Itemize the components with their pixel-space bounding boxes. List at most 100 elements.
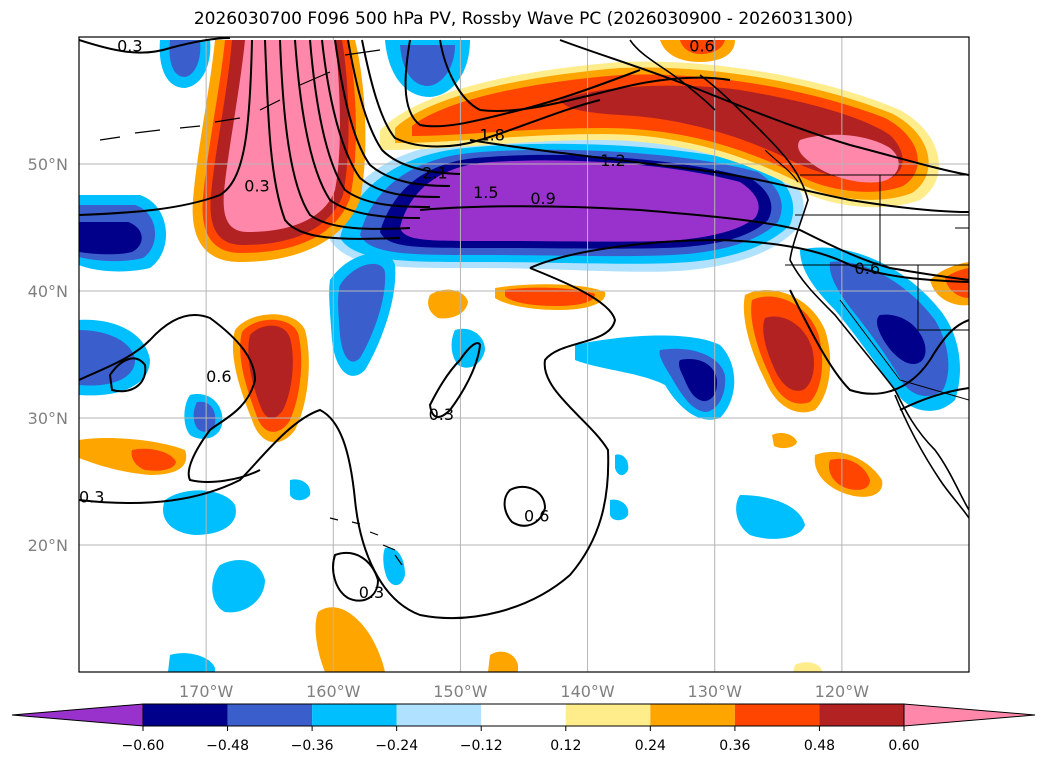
lon-tick-label: 150°W <box>433 682 488 701</box>
neg-south-4 <box>290 479 311 501</box>
contour-0.9 <box>419 205 969 281</box>
neg-sw-2-core <box>193 401 216 432</box>
colorbar-tick-label: 0.12 <box>550 738 581 754</box>
colorbar-box-2 <box>312 704 397 726</box>
baja-coast <box>894 394 969 519</box>
colorbar-frame <box>142 703 905 727</box>
lon-tick-label: 130°W <box>688 682 743 701</box>
colorbar-tick-label: 0.24 <box>635 738 666 754</box>
contour-label-1: 0.3 <box>244 176 269 195</box>
pos-patch-4 <box>428 289 468 319</box>
pos-patch-5-core <box>131 448 176 471</box>
contour-ridge-6 <box>334 39 451 187</box>
pv-anomaly-fills <box>79 40 969 672</box>
colorbar-box-4 <box>481 704 566 726</box>
pos-patch-3-core <box>505 287 595 306</box>
lat-tick-label: 30°N <box>28 409 68 428</box>
pos-patch-6-core <box>828 458 870 490</box>
lat-tick-label: 40°N <box>28 282 68 301</box>
contour-ridge-2 <box>279 39 411 230</box>
neg-south-2 <box>212 560 265 613</box>
pv-contours <box>79 37 969 619</box>
neg-patch-nw-core <box>169 40 201 77</box>
colorbar-box-5 <box>565 704 651 726</box>
longitude-axis: 170°W 160°W 150°W 140°W 130°W 120°W <box>179 682 869 701</box>
pos-patch-1-core <box>248 325 293 419</box>
colorbar-tick-label: −0.36 <box>291 738 334 754</box>
contour-label-11: 0.3 <box>79 488 104 507</box>
neg-south-1 <box>163 490 236 535</box>
plot-frame <box>78 36 970 673</box>
contour-ridge-1 <box>264 39 401 240</box>
pos-patch-8 <box>488 651 518 672</box>
vancouver-island <box>764 149 799 183</box>
colorbar-extend-max <box>903 703 1036 727</box>
contour-label-3: 2.1 <box>422 164 447 183</box>
ridge-core <box>223 40 340 232</box>
neg-south-8 <box>168 653 215 672</box>
colorbar-tick-label: −0.24 <box>375 738 418 754</box>
contour-0.6-south <box>503 485 547 527</box>
pos-patch-12 <box>793 662 822 672</box>
lon-tick-label: 140°W <box>560 682 615 701</box>
neg-south-3 <box>736 495 805 539</box>
contour-0.3-ridge <box>79 39 253 216</box>
contour-label-2: 1.8 <box>479 126 504 145</box>
colorbar-tick-label: −0.60 <box>122 738 165 754</box>
contour-label-10: 0.3 <box>429 405 454 424</box>
contour-east-south <box>899 387 969 411</box>
contour-1.2 <box>469 139 969 213</box>
pos-patch-9 <box>772 432 797 449</box>
contour-ridge-5 <box>321 39 441 198</box>
lat-tick-label: 50°N <box>28 155 68 174</box>
contour-0.6-east <box>529 238 969 283</box>
contour-ridge-3 <box>294 39 421 219</box>
colorbar-tick-label: 0.60 <box>888 738 919 754</box>
contour-label-9: 0.6 <box>206 367 231 386</box>
alaska-coast <box>629 39 716 111</box>
colorbar-extend-min <box>11 703 144 727</box>
neg-patch-n-core <box>400 45 455 86</box>
colorbar-tick-label: −0.48 <box>206 738 249 754</box>
coastlines <box>99 39 969 566</box>
contour-label-4: 1.5 <box>473 183 498 202</box>
colorbar-tick-label: 0.48 <box>804 738 835 754</box>
lon-tick-label: 120°W <box>815 682 870 701</box>
neg-south-7 <box>383 547 405 586</box>
north-america-coast <box>699 74 969 511</box>
pos-patch-11-core <box>680 40 725 54</box>
colorbar: −0.60 −0.48 −0.36 −0.24 −0.12 0.12 0.24 0.36 0.4… <box>11 703 1036 754</box>
contour-0.3-small-central <box>428 342 482 418</box>
colorbar-tick-label: 0.36 <box>719 738 750 754</box>
contour-small-loop-west <box>108 357 147 393</box>
contour-label-12: 0.6 <box>524 507 549 526</box>
hawaii-islands <box>329 517 403 566</box>
colorbar-box-3 <box>396 704 482 726</box>
contour-1.8 <box>361 39 601 148</box>
contour-0.6-north <box>559 39 969 176</box>
map-plot-area: 0.3 0.3 1.8 2.1 1.5 0.9 1.2 0.6 0.6 0.6 0.3 0.3 0.6 0… <box>79 37 969 672</box>
colorbar-tick-label: −0.12 <box>460 738 503 754</box>
contour-labels: 0.3 0.3 1.8 2.1 1.5 0.9 1.2 0.6 0.6 0.6 0.3 0.3 0.6 0… <box>79 37 880 602</box>
latitude-axis: 20°N 30°N 40°N 50°N <box>28 155 68 555</box>
colorbar-box-0 <box>143 704 228 726</box>
contour-upper-1 <box>404 39 641 128</box>
contour-ridge-4 <box>309 39 431 208</box>
colorbar-box-8 <box>819 704 904 726</box>
lon-tick-label: 170°W <box>179 682 234 701</box>
pos-patch-2-core <box>763 316 814 391</box>
contour-label-7: 0.6 <box>689 37 714 56</box>
colorbar-box-1 <box>227 704 313 726</box>
neg-central-3-core <box>679 359 718 402</box>
neg-south-5 <box>610 499 629 521</box>
negative-band-core <box>400 160 759 242</box>
contour-east-loop <box>789 289 969 395</box>
positive-band-core <box>798 134 899 183</box>
contour-label-6: 1.2 <box>600 151 625 170</box>
contour-0.3-north <box>79 37 231 54</box>
neg-south-6 <box>615 454 629 476</box>
contour-0.6-west <box>79 314 261 483</box>
contour-upper-2 <box>439 39 731 112</box>
contour-label-0: 0.3 <box>117 37 142 56</box>
